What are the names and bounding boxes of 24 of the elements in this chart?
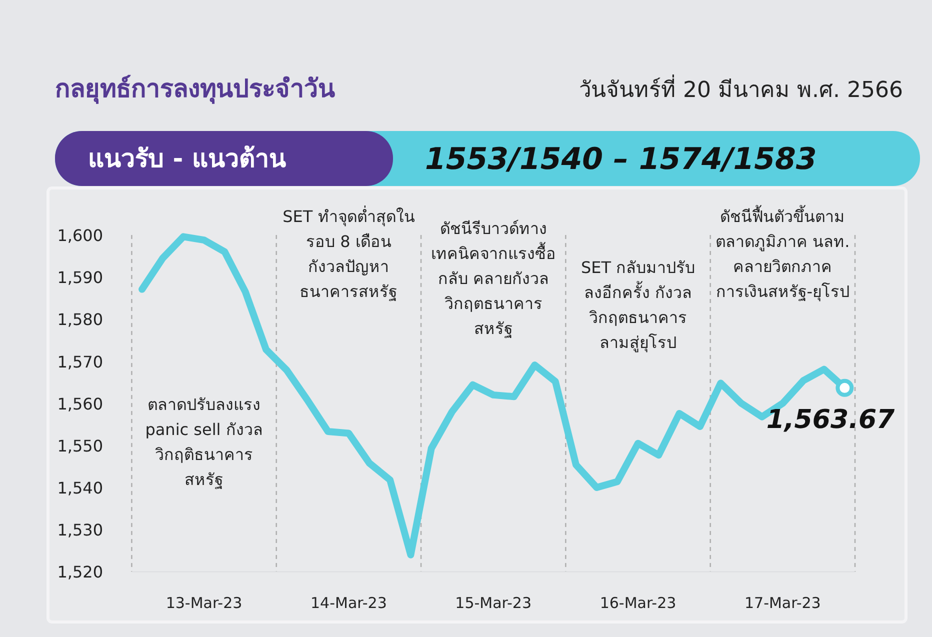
x-tick-label: 16-Mar-23 (600, 594, 676, 612)
annotation: 1,563.67 (766, 404, 896, 435)
y-tick-label: 1,570 (57, 352, 103, 372)
y-tick-label: 1,530 (57, 520, 103, 540)
annotation: ดัชนีฟื้นตัวขึ้นตาม ตลาดภูมิภาค นลท. คลายวิตกภาค การเงินสหรัฐ-ยุโรป (716, 205, 850, 302)
y-tick-label: 1,600 (57, 226, 103, 245)
y-tick-label: 1,580 (57, 310, 103, 330)
x-tick-label: 13-Mar-23 (166, 594, 242, 612)
text: แนวรับ - แนวต้าน (88, 144, 286, 173)
annotation: SET ทำจุดต่ำสุดใน รอบ 8 เดือน กังวลปัญหา ธนาคารสหรัฐ (282, 205, 415, 301)
y-tick-label: 1,520 (57, 562, 103, 582)
x-tick-label: 15-Mar-23 (455, 594, 532, 612)
y-tick-label: 1,550 (57, 436, 103, 456)
chart-subtitle: วันจันทร์ที่ 20 มีนาคม พ.ศ. 2566 (579, 74, 903, 103)
x-tick-label: 14-Mar-23 (310, 594, 387, 612)
annotation: ตลาดปรับลงแรง panic sell กังวล วิกฤติธนาคาร สหรัฐ (145, 395, 263, 489)
y-tick-label: 1,540 (57, 478, 103, 498)
annotation: ดัชนีรีบาวด์ทาง เทคนิคจากแรงซื้อ กลับ คลายกังวล วิกฤตธนาคาร สหรัฐ (430, 219, 556, 338)
y-tick-label: 1,560 (57, 394, 103, 414)
y-tick-label: 1,590 (57, 268, 103, 288)
text: 1553/1540 – 1574/1583 (425, 142, 817, 177)
annotation: SET กลับมาปรับ ลงอีกครั้ง กังวล วิกฤตธนาคาร ลามสู่ยุโรป (580, 258, 696, 353)
x-tick-label: 17-Mar-23 (744, 594, 821, 612)
chart-title: กลยุทธ์การลงทุนประจำวัน (55, 74, 335, 105)
